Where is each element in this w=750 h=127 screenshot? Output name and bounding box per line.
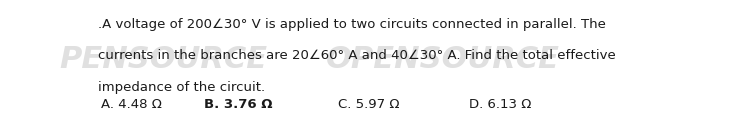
Text: .A voltage of 200∠30° V is applied to two circuits connected in parallel. The: .A voltage of 200∠30° V is applied to tw… [98,18,606,31]
Text: PENSOURCE: PENSOURCE [59,45,268,74]
Text: C. 5.97 Ω: C. 5.97 Ω [338,98,399,111]
Text: currents in the branches are 20∠60° A and 40∠30° A. Find the total effective: currents in the branches are 20∠60° A an… [98,49,616,62]
Text: B. 3.76 Ω: B. 3.76 Ω [204,98,273,111]
Text: A. 4.48 Ω: A. 4.48 Ω [100,98,161,111]
Text: OPENSOURCE: OPENSOURCE [326,45,560,74]
Text: D. 6.13 Ω: D. 6.13 Ω [469,98,531,111]
Text: impedance of the circuit.: impedance of the circuit. [98,81,266,94]
